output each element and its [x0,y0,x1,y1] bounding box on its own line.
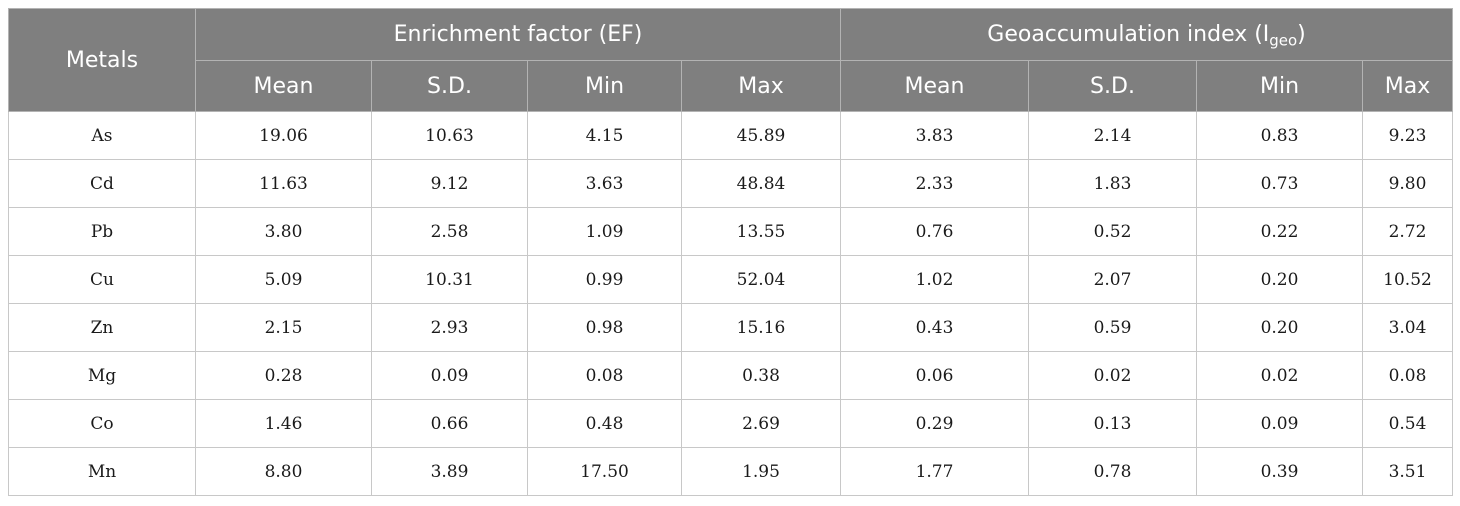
igeo-max-cell: 9.23 [1361,111,1454,160]
igeo-max-cell: 0.54 [1361,399,1454,448]
ef-min-cell: 0.48 [527,399,682,448]
igeo-sd-cell: 0.02 [1028,351,1197,400]
igeo-max-header: Max [1361,60,1454,112]
ef-sd-cell: 2.58 [371,207,528,256]
igeo-sd-cell: 1.83 [1028,159,1197,208]
igeo-mean-cell: 0.76 [840,207,1029,256]
igeo-max-cell: 2.72 [1361,207,1454,256]
igeo-sd-cell: 2.14 [1028,111,1197,160]
geoaccumulation-header-prefix: Geoaccumulation index (I [987,22,1270,47]
table-body: As 19.06 10.63 4.15 45.89 3.83 2.14 0.83… [8,111,1454,496]
ef-min-cell: 4.15 [527,111,682,160]
ef-max-cell: 45.89 [681,111,841,160]
igeo-mean-header: Mean [840,60,1029,112]
ef-mean-cell: 8.80 [195,447,372,496]
metal-name-cell: Cu [8,255,196,304]
metal-name-cell: As [8,111,196,160]
ef-max-cell: 48.84 [681,159,841,208]
igeo-max-cell: 3.04 [1361,303,1454,352]
ef-sd-cell: 9.12 [371,159,528,208]
ef-sd-cell: 0.09 [371,351,528,400]
igeo-max-cell: 9.80 [1361,159,1454,208]
ef-min-cell: 3.63 [527,159,682,208]
metals-column-header: Metals [8,8,196,112]
igeo-mean-cell: 0.43 [840,303,1029,352]
igeo-mean-cell: 0.06 [840,351,1029,400]
ef-sd-header: S.D. [371,60,528,112]
igeo-mean-cell: 1.02 [840,255,1029,304]
ef-min-cell: 0.08 [527,351,682,400]
igeo-min-cell: 0.20 [1196,303,1363,352]
ef-min-header: Min [527,60,682,112]
geoaccumulation-header-suffix: ) [1297,22,1306,47]
igeo-sd-cell: 0.78 [1028,447,1197,496]
table-header: Metals Enrichment factor (EF) Geoaccumul… [8,8,1454,112]
enrichment-factor-group-header: Enrichment factor (EF) [195,8,841,61]
ef-mean-cell: 3.80 [195,207,372,256]
igeo-min-cell: 0.73 [1196,159,1363,208]
igeo-min-cell: 0.02 [1196,351,1363,400]
igeo-max-cell: 3.51 [1361,447,1454,496]
igeo-sd-cell: 0.52 [1028,207,1197,256]
igeo-sd-cell: 0.59 [1028,303,1197,352]
igeo-mean-cell: 1.77 [840,447,1029,496]
table-row: Zn 2.15 2.93 0.98 15.16 0.43 0.59 0.20 3… [8,303,1454,352]
table-container: Metals Enrichment factor (EF) Geoaccumul… [8,8,1454,496]
table-row: Mn 8.80 3.89 17.50 1.95 1.77 0.78 0.39 3… [8,447,1454,496]
metal-name-cell: Cd [8,159,196,208]
geoaccumulation-index-group-header: Geoaccumulation index (Igeo) [839,8,1454,61]
ef-mean-cell: 19.06 [195,111,372,160]
igeo-sd-header: S.D. [1028,60,1197,112]
ef-sd-cell: 0.66 [371,399,528,448]
ef-mean-cell: 0.28 [195,351,372,400]
ef-min-cell: 1.09 [527,207,682,256]
igeo-min-header: Min [1196,60,1363,112]
ef-sd-cell: 2.93 [371,303,528,352]
metal-name-cell: Mn [8,447,196,496]
igeo-max-cell: 10.52 [1361,255,1454,304]
table-row: Mg 0.28 0.09 0.08 0.38 0.06 0.02 0.02 0.… [8,351,1454,400]
ef-max-header: Max [681,60,841,112]
igeo-sd-cell: 2.07 [1028,255,1197,304]
igeo-min-cell: 0.39 [1196,447,1363,496]
ef-max-cell: 0.38 [681,351,841,400]
geoaccumulation-header-subscript: geo [1269,31,1298,50]
ef-mean-cell: 11.63 [195,159,372,208]
ef-sd-cell: 10.63 [371,111,528,160]
igeo-min-cell: 0.09 [1196,399,1363,448]
table-row: Cd 11.63 9.12 3.63 48.84 2.33 1.83 0.73 … [8,159,1454,208]
ef-mean-cell: 5.09 [195,255,372,304]
metal-name-cell: Zn [8,303,196,352]
ef-sd-cell: 10.31 [371,255,528,304]
ef-max-cell: 52.04 [681,255,841,304]
metals-index-table: Metals Enrichment factor (EF) Geoaccumul… [8,8,1454,496]
metal-name-cell: Co [8,399,196,448]
table-row: Co 1.46 0.66 0.48 2.69 0.29 0.13 0.09 0.… [8,399,1454,448]
table-row: As 19.06 10.63 4.15 45.89 3.83 2.14 0.83… [8,111,1454,160]
ef-min-cell: 17.50 [527,447,682,496]
igeo-min-cell: 0.83 [1196,111,1363,160]
ef-mean-cell: 2.15 [195,303,372,352]
ef-max-cell: 15.16 [681,303,841,352]
igeo-mean-cell: 3.83 [840,111,1029,160]
table-row: Cu 5.09 10.31 0.99 52.04 1.02 2.07 0.20 … [8,255,1454,304]
igeo-max-cell: 0.08 [1361,351,1454,400]
ef-max-cell: 2.69 [681,399,841,448]
ef-min-cell: 0.99 [527,255,682,304]
igeo-min-cell: 0.20 [1196,255,1363,304]
table-row: Pb 3.80 2.58 1.09 13.55 0.76 0.52 0.22 2… [8,207,1454,256]
metal-name-cell: Mg [8,351,196,400]
igeo-mean-cell: 0.29 [840,399,1029,448]
ef-sd-cell: 3.89 [371,447,528,496]
igeo-sd-cell: 0.13 [1028,399,1197,448]
metal-name-cell: Pb [8,207,196,256]
ef-mean-cell: 1.46 [195,399,372,448]
igeo-mean-cell: 2.33 [840,159,1029,208]
ef-mean-header: Mean [195,60,372,112]
ef-max-cell: 1.95 [681,447,841,496]
igeo-min-cell: 0.22 [1196,207,1363,256]
ef-max-cell: 13.55 [681,207,841,256]
ef-min-cell: 0.98 [527,303,682,352]
